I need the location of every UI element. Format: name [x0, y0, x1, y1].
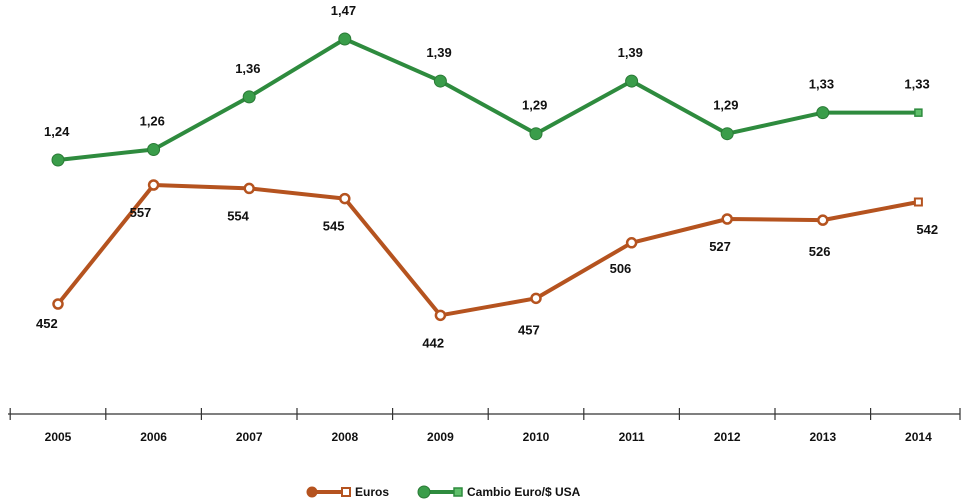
euros-point [243, 182, 255, 195]
x-tick-label: 2013 [809, 430, 836, 444]
cambio-data-label: 1,29 [713, 98, 738, 113]
cambio-data-label: 1,33 [809, 77, 834, 92]
cambio-data-label: 1,39 [618, 45, 643, 60]
cambio-point [147, 142, 161, 156]
cambio-data-label: 1,29 [522, 98, 547, 113]
euros-data-label: 442 [422, 335, 444, 350]
euros-data-label: 527 [709, 239, 731, 254]
x-tick-label: 2014 [905, 430, 932, 444]
x-tick-label: 2011 [619, 430, 645, 444]
cambio-data-label: 1,36 [235, 61, 260, 76]
x-tick-label: 2006 [140, 430, 167, 444]
x-tick-label: 2009 [427, 430, 454, 444]
euros-point [530, 292, 542, 305]
cambio-point [51, 153, 65, 167]
x-axis: 2005 2006 2007 2008 2009 2010 2011 2012 2013 2014 [8, 408, 961, 444]
cambio-point [242, 90, 256, 104]
series-cambio: 1,24 1,26 1,36 1,47 1,39 1,29 1,39 1,29 1,33 1,33 [44, 3, 930, 167]
euros-point [52, 298, 64, 310]
cambio-data-label: 1,33 [904, 77, 929, 92]
legend-euros-end-marker [341, 487, 351, 497]
cambio-data-label: 1,47 [331, 3, 356, 18]
euros-line [56, 183, 919, 318]
cambio-data-label: 1,24 [44, 124, 70, 139]
euros-data-label: 452 [36, 316, 58, 331]
euros-point [721, 213, 733, 225]
euros-data-label: 457 [518, 322, 540, 337]
euros-point [625, 237, 638, 249]
euros-point [913, 197, 923, 207]
legend-cambio-end-marker [453, 487, 463, 497]
euros-data-label: 554 [227, 208, 249, 223]
euros-point [817, 214, 829, 226]
legend-euros-marker [306, 486, 318, 498]
cambio-line [57, 37, 919, 162]
legend-cambio-marker [417, 485, 431, 499]
cambio-point [433, 74, 447, 88]
cambio-data-label: 1,39 [426, 45, 451, 60]
euros-point [339, 192, 351, 205]
x-tick-label: 2008 [331, 430, 358, 444]
cambio-point [914, 108, 923, 117]
x-tick-label: 2012 [714, 430, 741, 444]
x-tick-label: 2005 [45, 430, 72, 444]
cambio-point [338, 32, 352, 46]
legend-euros-label: Euros [355, 485, 389, 499]
euros-data-label: 557 [130, 205, 152, 220]
euros-data-label: 542 [916, 222, 938, 237]
x-tick-label: 2007 [236, 430, 263, 444]
euros-data-label: 545 [323, 219, 345, 234]
cambio-point [720, 127, 734, 141]
cambio-point [529, 127, 543, 141]
euros-data-label: 526 [809, 244, 831, 259]
x-tick-label: 2010 [523, 430, 550, 444]
euros-point [434, 309, 447, 322]
cambio-point [816, 106, 830, 120]
series-euros: 452 557 554 545 442 457 506 527 526 542 [36, 179, 938, 350]
cambio-point [625, 74, 639, 88]
legend: Euros Cambio Euro/$ USA [306, 485, 581, 499]
legend-cambio-label: Cambio Euro/$ USA [467, 485, 581, 499]
euros-point [147, 179, 160, 191]
euros-data-label: 506 [610, 261, 632, 276]
cambio-data-label: 1,26 [140, 113, 165, 128]
